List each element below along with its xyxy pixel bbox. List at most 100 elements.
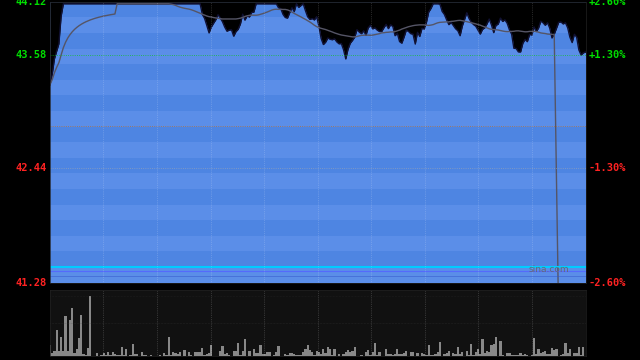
Bar <box>526 355 529 356</box>
Bar <box>560 355 562 356</box>
Bar <box>264 354 266 356</box>
Bar <box>351 351 354 356</box>
Bar <box>575 353 578 356</box>
Bar <box>76 349 78 356</box>
Bar <box>50 189 586 204</box>
Bar <box>461 352 463 356</box>
Bar <box>430 355 432 356</box>
Bar <box>50 64 586 80</box>
Bar <box>444 354 445 356</box>
Bar <box>367 351 369 356</box>
Bar <box>109 355 111 356</box>
Bar <box>390 354 392 356</box>
Bar <box>56 330 58 356</box>
Bar <box>210 345 212 356</box>
Bar <box>226 353 228 356</box>
Bar <box>111 352 114 356</box>
Bar <box>466 351 468 356</box>
Text: +2.60%: +2.60% <box>588 0 626 7</box>
Bar <box>573 353 575 356</box>
Bar <box>490 345 493 356</box>
Bar <box>472 355 475 356</box>
Bar <box>80 315 83 356</box>
Bar <box>228 355 230 356</box>
Bar <box>582 347 584 356</box>
Bar <box>248 351 250 356</box>
Bar <box>277 346 280 356</box>
Bar <box>338 354 340 356</box>
Bar <box>553 350 556 356</box>
Bar <box>394 354 396 356</box>
Bar <box>354 347 356 356</box>
Bar <box>293 354 295 356</box>
Bar <box>421 353 423 356</box>
Bar <box>284 354 286 356</box>
Bar <box>74 354 76 356</box>
Bar <box>50 220 586 236</box>
Bar <box>50 127 586 142</box>
Bar <box>468 355 470 356</box>
Bar <box>342 354 345 356</box>
Bar <box>470 344 472 356</box>
Bar <box>520 353 522 356</box>
Bar <box>493 344 495 356</box>
Bar <box>123 355 125 356</box>
Bar <box>578 347 580 356</box>
Bar <box>506 354 508 356</box>
Bar <box>105 355 107 356</box>
Bar <box>318 351 320 356</box>
Bar <box>580 355 582 356</box>
Bar <box>129 355 132 356</box>
Bar <box>316 351 317 356</box>
Bar <box>289 354 291 356</box>
Bar <box>515 355 517 356</box>
Bar <box>365 352 367 356</box>
Bar <box>517 355 520 356</box>
Bar <box>190 355 192 356</box>
Text: sina.com: sina.com <box>529 265 570 274</box>
Bar <box>51 353 53 356</box>
Bar <box>188 352 190 356</box>
Bar <box>219 351 221 356</box>
Bar <box>50 49 586 64</box>
Bar <box>118 355 120 356</box>
Bar <box>369 355 372 356</box>
Bar <box>102 352 105 356</box>
Bar <box>50 17 586 33</box>
Bar <box>387 354 390 356</box>
Bar <box>417 352 419 356</box>
Bar <box>542 352 544 356</box>
Bar <box>405 351 408 356</box>
Bar <box>374 343 376 356</box>
Bar <box>477 349 479 356</box>
Bar <box>481 339 484 356</box>
Bar <box>360 355 363 356</box>
Bar <box>436 352 439 356</box>
Bar <box>205 354 208 356</box>
Bar <box>50 158 586 174</box>
Bar <box>286 355 289 356</box>
Bar <box>457 347 459 356</box>
Bar <box>392 355 394 356</box>
Bar <box>349 352 351 356</box>
Bar <box>120 347 123 356</box>
Bar <box>378 352 381 356</box>
Bar <box>320 355 323 356</box>
Bar <box>513 355 515 356</box>
Bar <box>196 352 199 356</box>
Bar <box>232 351 235 356</box>
Bar <box>65 316 67 356</box>
Bar <box>50 142 586 158</box>
Bar <box>535 354 538 356</box>
Bar <box>275 352 277 356</box>
Bar <box>540 353 542 356</box>
Bar <box>551 348 553 356</box>
Bar <box>116 355 118 356</box>
Bar <box>508 353 511 356</box>
Bar <box>60 337 62 356</box>
Bar <box>459 355 461 356</box>
Text: 41.28: 41.28 <box>16 278 47 288</box>
Bar <box>495 337 497 356</box>
Bar <box>107 352 109 356</box>
Bar <box>50 251 586 267</box>
